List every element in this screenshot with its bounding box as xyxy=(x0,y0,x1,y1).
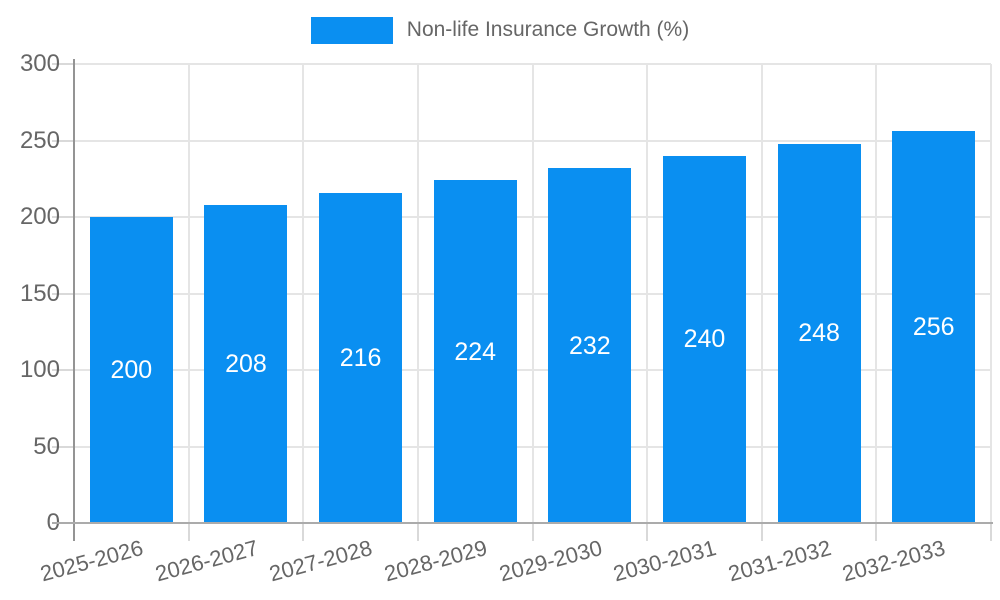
bar-value-label: 224 xyxy=(454,337,497,366)
gridline-vertical xyxy=(302,64,305,523)
bar-value-label: 200 xyxy=(110,356,153,384)
y-axis-tick xyxy=(52,63,74,65)
bar-value-label: 232 xyxy=(568,331,611,360)
x-tick-label: 2025-2026 xyxy=(37,535,146,587)
x-tick-label: 2031-2032 xyxy=(725,535,834,587)
bar xyxy=(548,168,632,523)
bar-value-label: 240 xyxy=(683,325,726,354)
bar-value-label: 256 xyxy=(912,313,955,342)
y-axis-tick xyxy=(52,216,74,218)
y-tick-label: 250 xyxy=(19,126,60,154)
bar-value-label: 216 xyxy=(339,343,382,372)
bar xyxy=(433,180,517,523)
x-axis-tick xyxy=(302,524,305,541)
x-tick-label: 2027-2028 xyxy=(266,535,376,587)
gridline-vertical xyxy=(760,64,763,523)
y-tick-label: 150 xyxy=(19,279,60,307)
x-axis-tick xyxy=(416,524,419,541)
bar xyxy=(319,192,403,523)
y-axis-tick xyxy=(52,292,74,295)
x-axis-line xyxy=(52,522,993,524)
bar-value-label: 208 xyxy=(225,349,267,378)
y-tick-label: 300 xyxy=(19,50,60,77)
bar xyxy=(89,217,173,523)
bar xyxy=(204,204,288,523)
y-tick-label: 50 xyxy=(33,432,60,460)
gridline-vertical xyxy=(646,64,649,523)
gridline-vertical xyxy=(531,64,534,523)
y-tick-label: 200 xyxy=(19,203,60,230)
x-axis-tick xyxy=(646,524,649,541)
x-tick-label: 2028-2029 xyxy=(381,535,490,587)
gridline-vertical xyxy=(416,64,419,523)
gridline-vertical xyxy=(187,64,190,523)
y-axis-tick xyxy=(52,139,74,142)
x-tick-label: 2032-2033 xyxy=(840,535,949,587)
bar xyxy=(662,155,746,523)
bar xyxy=(777,143,861,523)
x-axis-tick xyxy=(990,524,992,541)
x-axis-tick xyxy=(760,524,763,541)
x-tick-label: 2026-2027 xyxy=(152,535,261,587)
gridline-vertical xyxy=(875,64,878,523)
x-tick-label: 2030-2031 xyxy=(610,535,719,587)
y-axis-tick xyxy=(52,369,74,371)
y-axis-tick xyxy=(52,445,74,448)
legend-label: Non-life Insurance Growth (%) xyxy=(406,18,690,41)
bar-value-label: 248 xyxy=(798,319,840,348)
legend-swatch-icon xyxy=(310,16,393,44)
gridline-vertical xyxy=(990,64,992,523)
x-axis-tick xyxy=(531,524,534,541)
legend: Non-life Insurance Growth (%) xyxy=(0,15,1000,45)
bar xyxy=(892,131,976,523)
y-tick-label: 100 xyxy=(19,356,60,383)
plot-area: 0 50 100 150 200 250 300 200 2025-2026 208 2026-20… xyxy=(20,50,993,586)
x-axis-tick xyxy=(875,524,878,541)
y-axis-line xyxy=(73,59,75,541)
x-tick-label: 2029-2030 xyxy=(496,535,605,587)
x-axis-tick xyxy=(187,524,190,541)
